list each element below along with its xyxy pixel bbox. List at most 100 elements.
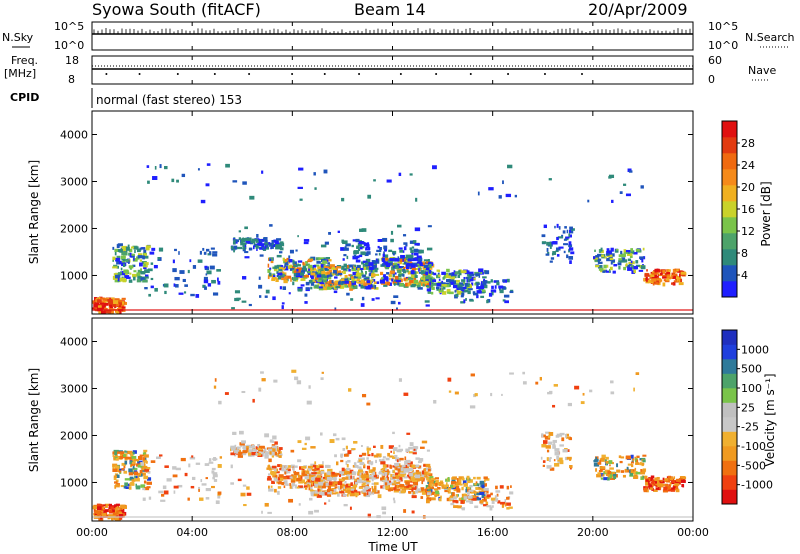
heatmap-cell: [272, 266, 276, 269]
heatmap-cell: [616, 469, 621, 473]
heatmap-cell: [556, 433, 563, 437]
heatmap-cell: [416, 255, 422, 259]
heatmap-cell: [568, 234, 572, 238]
heatmap-cell: [657, 487, 661, 491]
heatmap-cell: [277, 490, 280, 495]
heatmap-cell: [150, 277, 154, 281]
heatmap-cell: [611, 462, 614, 465]
heatmap-cell: [217, 277, 219, 282]
heatmap-cell: [113, 300, 119, 304]
heatmap-cell: [134, 249, 136, 253]
heatmap-cell: [469, 273, 475, 277]
heatmap-cell: [144, 269, 150, 272]
heatmap-cell: [593, 256, 596, 259]
heatmap-cell: [491, 505, 494, 508]
heatmap-cell: [562, 230, 566, 234]
heatmap-cell: [381, 257, 385, 262]
heatmap-cell: [248, 303, 252, 307]
time-xlabel: Time UT: [367, 540, 418, 554]
heatmap-cell: [403, 392, 409, 396]
heatmap-cell: [357, 242, 362, 247]
heatmap-cell: [341, 270, 344, 274]
heatmap-cell: [350, 482, 353, 487]
heatmap-cell: [549, 456, 552, 460]
heatmap-cell: [197, 259, 203, 263]
heatmap-cell: [216, 269, 221, 272]
heatmap-cell: [297, 474, 300, 478]
heatmap-cell: [349, 493, 355, 497]
heatmap-cell: [681, 476, 687, 480]
heatmap-cell: [397, 282, 400, 286]
heatmap-cell: [431, 479, 435, 482]
heatmap-cell: [93, 303, 99, 308]
heatmap-cell: [307, 476, 311, 481]
heatmap-cell: [378, 472, 383, 475]
heatmap-cell: [458, 270, 461, 273]
heatmap-cell: [353, 440, 358, 444]
heatmap-cell: [225, 163, 230, 168]
heatmap-cell: [295, 275, 301, 278]
heatmap-cell: [321, 274, 326, 278]
heatmap-cell: [340, 459, 344, 463]
heatmap-cell: [484, 280, 488, 284]
heatmap-cell: [414, 275, 418, 279]
heatmap-cell: [424, 282, 427, 287]
heatmap-cell: [346, 463, 349, 468]
heatmap-cell: [150, 285, 154, 289]
heatmap-cell: [358, 469, 364, 473]
heatmap-cell: [638, 269, 644, 272]
heatmap-cell: [276, 254, 282, 258]
heatmap-cell: [371, 478, 374, 482]
heatmap-cell: [199, 497, 204, 501]
heatmap-cell: [676, 278, 679, 282]
heatmap-cell: [371, 482, 375, 485]
heatmap-cell: [409, 254, 414, 258]
heatmap-cell: [458, 497, 463, 502]
heatmap-cell: [368, 469, 373, 474]
y-tick-label: 3000: [60, 175, 88, 188]
heatmap-cell: [320, 432, 323, 436]
colorbar-tick-label: -500: [741, 459, 766, 472]
heatmap-cell: [448, 283, 452, 287]
heatmap-cell: [351, 471, 356, 475]
heatmap-cell: [502, 180, 504, 185]
heatmap-cell: [653, 489, 658, 492]
heatmap-cell: [662, 276, 667, 279]
heatmap-cell: [423, 471, 429, 475]
heatmap-cell: [432, 483, 435, 487]
heatmap-cell: [331, 267, 336, 270]
heatmap-cell: [392, 252, 395, 256]
heatmap-cell: [140, 462, 145, 466]
heatmap-cell: [664, 279, 670, 283]
heatmap-cell: [424, 475, 428, 478]
heatmap-cell: [92, 505, 98, 510]
heatmap-cell: [179, 270, 185, 274]
heatmap-cell: [211, 279, 216, 284]
heatmap-cell: [630, 469, 633, 474]
heatmap-cell: [609, 467, 614, 470]
heatmap-cell: [403, 277, 407, 281]
heatmap-cell: [389, 274, 392, 277]
heatmap-cell: [655, 487, 659, 490]
heatmap-cell: [344, 283, 347, 288]
heatmap-cell: [271, 440, 275, 443]
heatmap-cell: [446, 482, 448, 486]
heatmap-cell: [487, 299, 491, 303]
heatmap-cell: [368, 262, 374, 266]
heatmap-cell: [183, 291, 187, 294]
heatmap-cell: [640, 185, 644, 189]
heatmap-cell: [356, 278, 361, 281]
heatmap-cell: [410, 264, 416, 268]
heatmap-cell: [116, 474, 120, 479]
heatmap-cell: [279, 467, 282, 471]
heatmap-cell: [337, 230, 340, 233]
heatmap-cell: [130, 454, 134, 457]
heatmap-cell: [348, 277, 350, 281]
heatmap-cell: [545, 253, 550, 256]
heatmap-cell: [114, 251, 117, 256]
heatmap-cell: [332, 285, 336, 288]
heatmap-cell: [671, 282, 674, 285]
heatmap-cell: [259, 295, 262, 298]
heatmap-cell: [594, 458, 599, 462]
heatmap-cell: [427, 225, 432, 228]
